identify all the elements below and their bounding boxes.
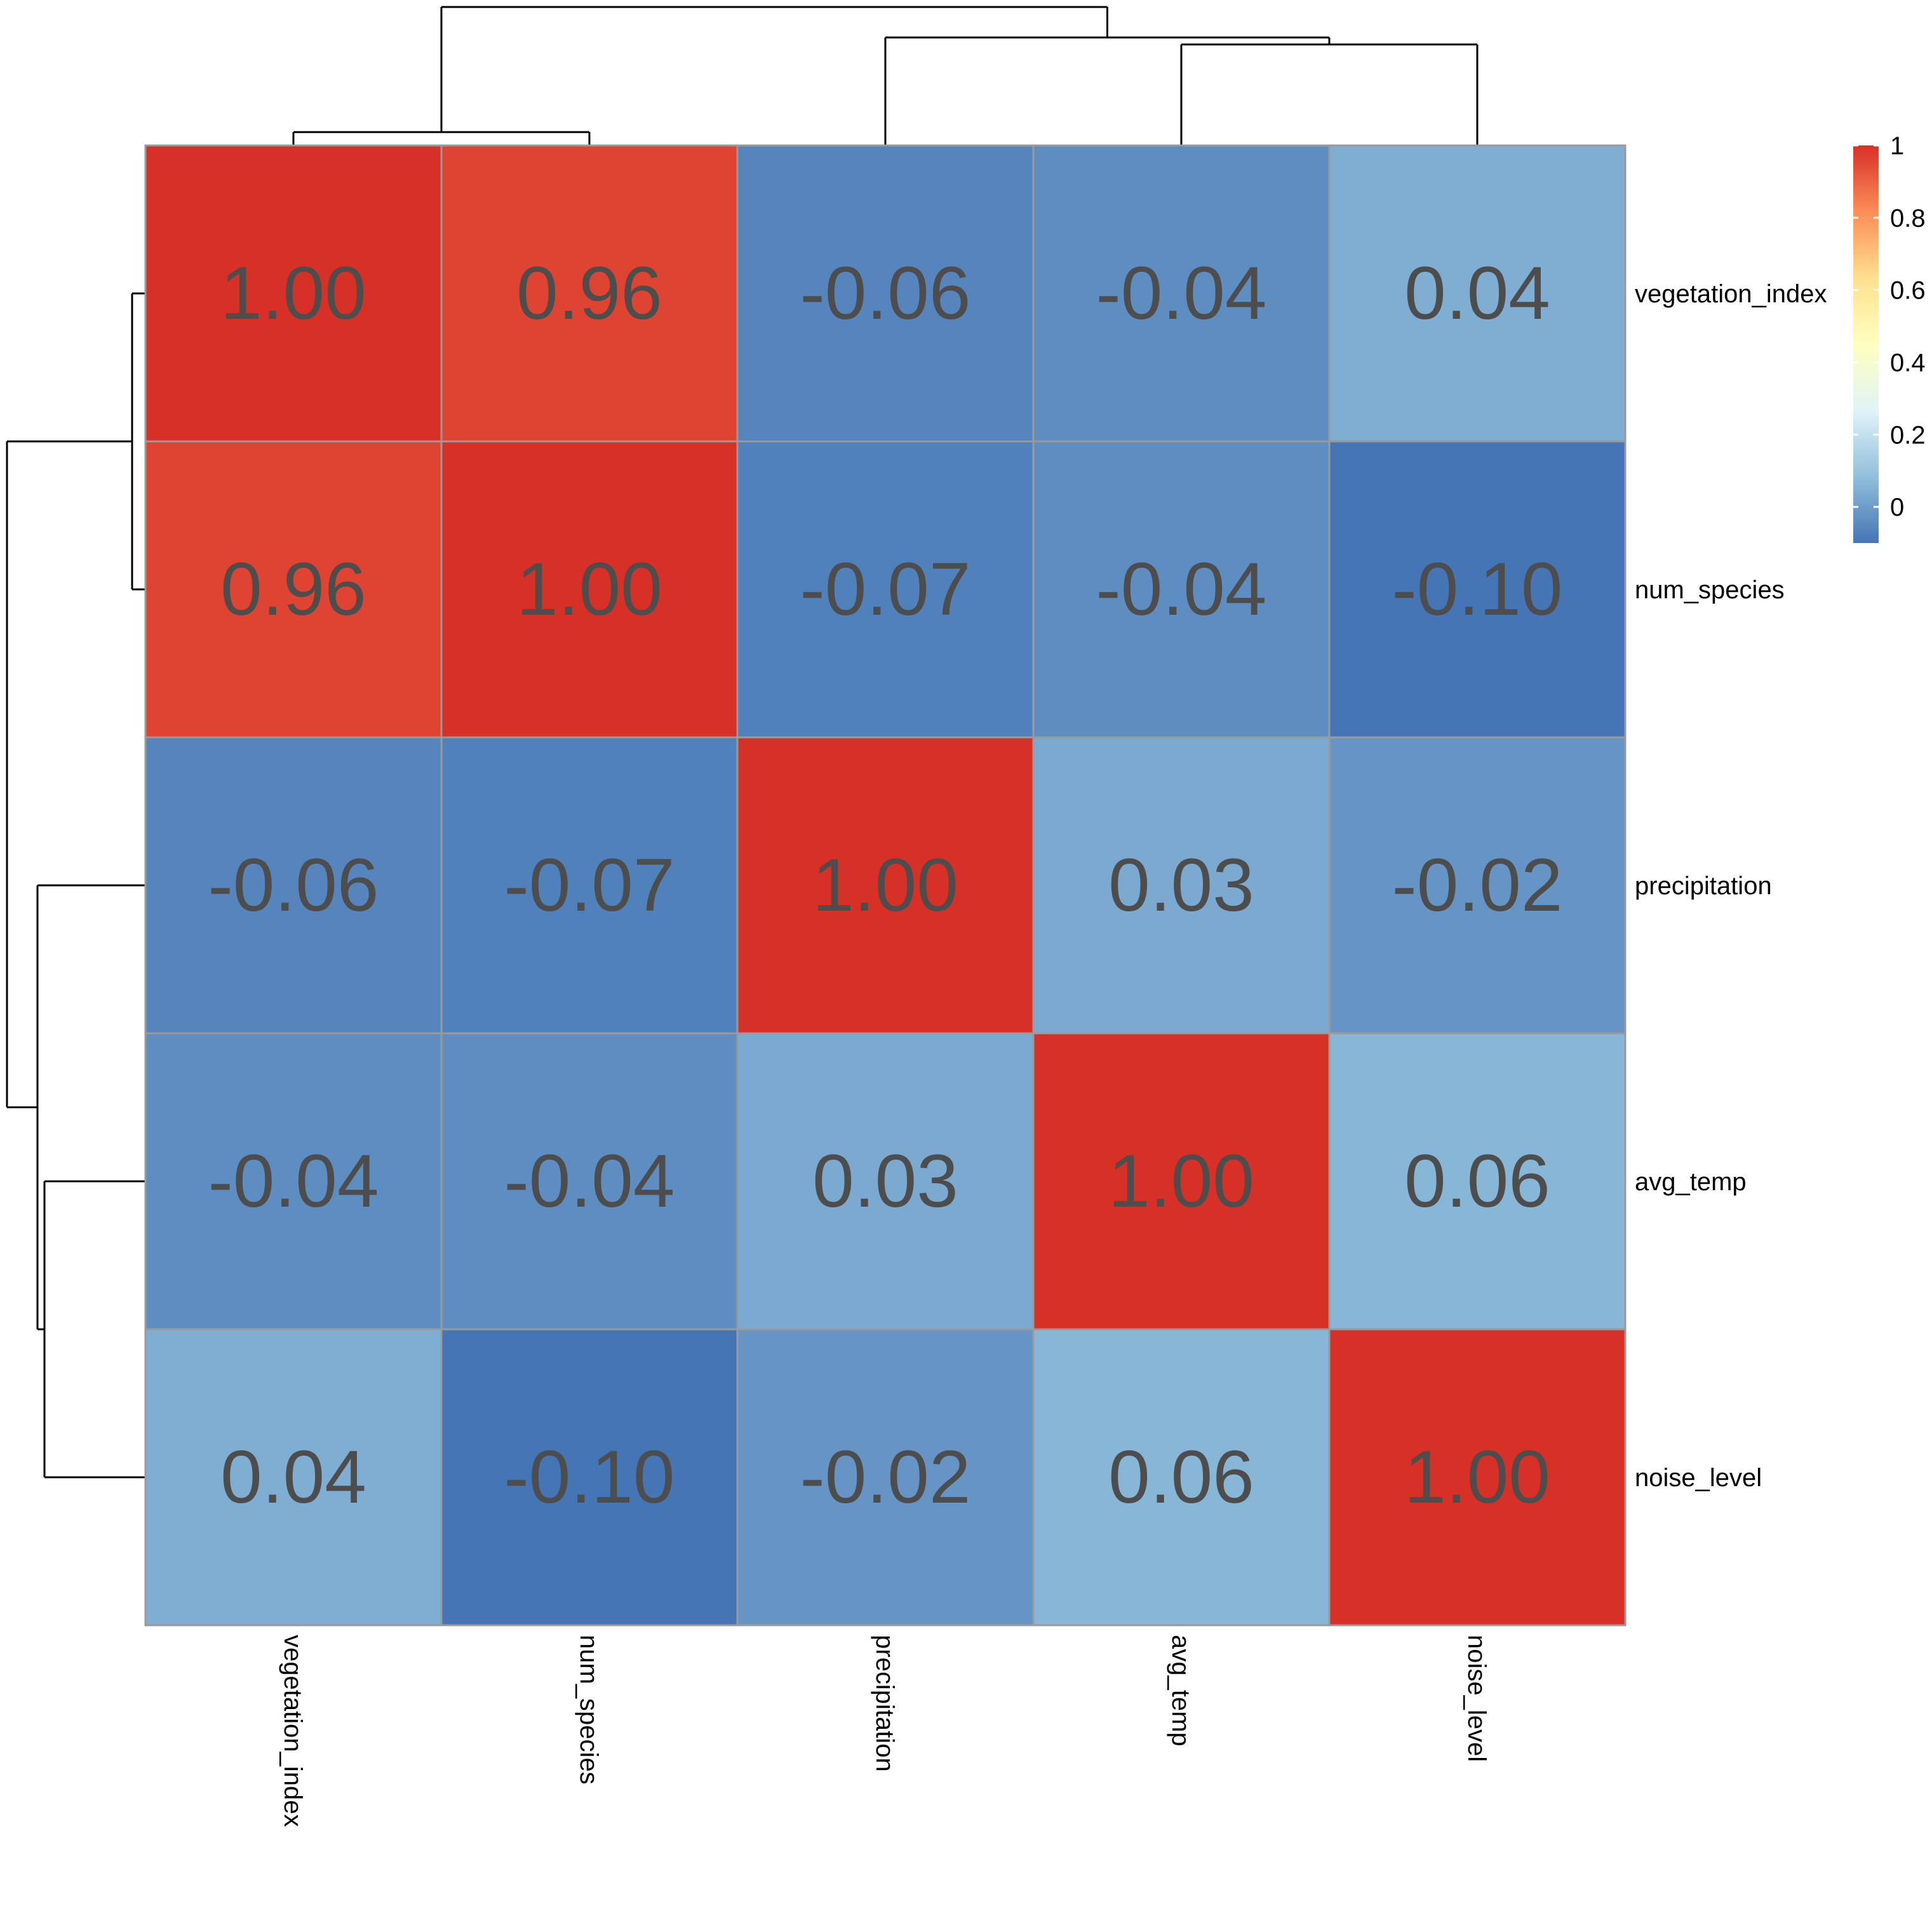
- column-labels: vegetation_index num_species precipitation…: [279, 1635, 1491, 1827]
- column-label-avg_temp: avg_temp: [1167, 1635, 1195, 1747]
- heatmap-cell-precipitation-noise_level: [1328, 736, 1627, 1035]
- cell-value-label: -0.10: [1392, 547, 1563, 631]
- cell-value-label: 0.06: [1108, 1435, 1254, 1519]
- heatmap-cell-vegetation_index-precipitation: [736, 144, 1035, 443]
- heatmap-cell-num_species-vegetation_index: [144, 440, 443, 739]
- heatmap-cell-noise_level-num_species: [440, 1328, 739, 1627]
- heatmap-cell-avg_temp-noise_level: [1328, 1032, 1627, 1331]
- heatmap-cell-vegetation_index-num_species: [440, 144, 739, 443]
- legend-color-bar: [1853, 145, 1879, 543]
- heatmap-cell-num_species-noise_level: [1328, 440, 1627, 739]
- heatmap-cell-avg_temp-num_species: [440, 1032, 739, 1331]
- cell-value-label: 0.04: [1404, 252, 1550, 335]
- cell-value-label: -0.04: [208, 1139, 379, 1223]
- heatmap-cell-noise_level-vegetation_index: [144, 1328, 443, 1627]
- cell-value-label: 0.03: [812, 1139, 958, 1223]
- heatmap-cell-precipitation-precipitation: [736, 736, 1035, 1035]
- cell-value-label: 0.06: [1404, 1139, 1550, 1223]
- heatmap-cell-avg_temp-vegetation_index: [144, 1032, 443, 1331]
- legend-tick-label: 0: [1890, 493, 1904, 521]
- cell-value-label: -0.02: [800, 1435, 971, 1519]
- column-label-precipitation: precipitation: [871, 1635, 899, 1772]
- cell-value-label: -0.10: [504, 1435, 675, 1519]
- heatmap-cell-num_species-avg_temp: [1032, 440, 1331, 739]
- row-label-num_species: num_species: [1635, 576, 1785, 604]
- heatmap-cell-noise_level-precipitation: [736, 1328, 1035, 1627]
- heatmap-cell-vegetation_index-vegetation_index: [144, 144, 443, 443]
- cell-value-label: 1.00: [1404, 1435, 1550, 1519]
- legend-tick-label: 0.8: [1890, 205, 1926, 232]
- legend-tick-label: 0.4: [1890, 349, 1926, 377]
- heatmap-cell-noise_level-avg_temp: [1032, 1328, 1331, 1627]
- heatmap-cell-labels: 1.00 0.96 -0.06 -0.04 0.04 0.96 1.00 -0.07 -0.04…: [208, 252, 1563, 1519]
- row-label-vegetation_index: vegetation_index: [1635, 280, 1827, 308]
- cell-value-label: -0.06: [800, 252, 971, 335]
- legend-tick-label: 0.2: [1890, 421, 1926, 449]
- column-dendrogram: [292, 6, 1479, 145]
- heatmap-cell-avg_temp-precipitation: [736, 1032, 1035, 1331]
- row-dendrogram: [6, 292, 145, 1479]
- color-legend: 0 0.2 0.4 0.6 0.8 1: [1853, 132, 1926, 543]
- heatmap-cell-num_species-num_species: [440, 440, 739, 739]
- cell-value-label: -0.06: [208, 843, 379, 927]
- cell-value-label: -0.07: [504, 843, 675, 927]
- heatmap-cell-vegetation_index-avg_temp: [1032, 144, 1331, 443]
- heatmap-cell-precipitation-num_species: [440, 736, 739, 1035]
- cell-value-label: -0.04: [1096, 252, 1267, 335]
- heatmap-cell-avg_temp-avg_temp: [1032, 1032, 1331, 1331]
- cell-value-label: 0.96: [516, 252, 662, 335]
- row-labels: vegetation_index num_species precipitation…: [1635, 280, 1827, 1492]
- heatmap-cell-vegetation_index-noise_level: [1328, 144, 1627, 443]
- column-label-num_species: num_species: [575, 1635, 603, 1785]
- heatmap-cell-num_species-precipitation: [736, 440, 1035, 739]
- heatmap-cell-noise_level-noise_level: [1328, 1328, 1627, 1627]
- cell-value-label: 0.96: [220, 547, 366, 631]
- row-label-noise_level: noise_level: [1635, 1464, 1762, 1492]
- heatmap-cell-precipitation-vegetation_index: [144, 736, 443, 1035]
- cell-value-label: 0.03: [1108, 843, 1254, 927]
- cell-value-label: 1.00: [1108, 1139, 1254, 1223]
- column-label-vegetation_index: vegetation_index: [279, 1635, 307, 1827]
- cell-value-label: -0.07: [800, 547, 971, 631]
- cell-value-label: -0.04: [504, 1139, 675, 1223]
- cell-value-label: -0.04: [1096, 547, 1267, 631]
- cell-value-label: 1.00: [516, 547, 662, 631]
- cell-value-label: 0.04: [220, 1435, 366, 1519]
- legend-tick-label: 0.6: [1890, 277, 1926, 305]
- column-label-noise_level: noise_level: [1463, 1635, 1491, 1762]
- row-label-avg_temp: avg_temp: [1635, 1168, 1747, 1196]
- legend-tick-label: 1: [1890, 132, 1904, 160]
- cell-value-label: 1.00: [812, 843, 958, 927]
- heatmap-cell-precipitation-avg_temp: [1032, 736, 1331, 1035]
- cell-value-label: 1.00: [220, 252, 366, 335]
- heatmap-cells: [144, 144, 1627, 1627]
- cell-value-label: -0.02: [1392, 843, 1563, 927]
- row-label-precipitation: precipitation: [1635, 872, 1772, 900]
